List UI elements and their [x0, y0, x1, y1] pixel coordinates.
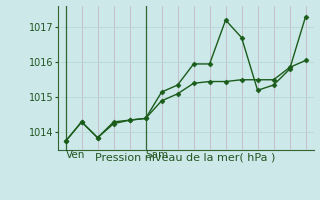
Text: Sam: Sam	[146, 150, 169, 160]
Text: Ven: Ven	[66, 150, 85, 160]
X-axis label: Pression niveau de la mer( hPa ): Pression niveau de la mer( hPa )	[95, 153, 276, 163]
